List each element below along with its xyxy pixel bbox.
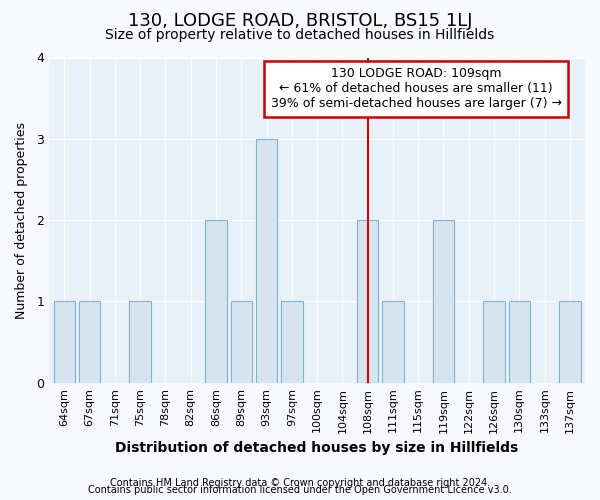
Bar — [130, 302, 151, 383]
Bar — [357, 220, 379, 383]
Bar — [53, 302, 75, 383]
Bar — [79, 302, 100, 383]
Text: 130, LODGE ROAD, BRISTOL, BS15 1LJ: 130, LODGE ROAD, BRISTOL, BS15 1LJ — [128, 12, 472, 30]
Bar — [230, 302, 252, 383]
Bar — [281, 302, 302, 383]
Bar — [382, 302, 404, 383]
Text: 130 LODGE ROAD: 109sqm
← 61% of detached houses are smaller (11)
39% of semi-det: 130 LODGE ROAD: 109sqm ← 61% of detached… — [271, 68, 562, 110]
Text: Size of property relative to detached houses in Hillfields: Size of property relative to detached ho… — [106, 28, 494, 42]
Bar — [559, 302, 581, 383]
Bar — [205, 220, 227, 383]
Bar — [256, 139, 277, 383]
Y-axis label: Number of detached properties: Number of detached properties — [15, 122, 28, 318]
X-axis label: Distribution of detached houses by size in Hillfields: Distribution of detached houses by size … — [115, 441, 519, 455]
Bar — [433, 220, 454, 383]
Bar — [483, 302, 505, 383]
Text: Contains HM Land Registry data © Crown copyright and database right 2024.: Contains HM Land Registry data © Crown c… — [110, 478, 490, 488]
Text: Contains public sector information licensed under the Open Government Licence v3: Contains public sector information licen… — [88, 485, 512, 495]
Bar — [509, 302, 530, 383]
